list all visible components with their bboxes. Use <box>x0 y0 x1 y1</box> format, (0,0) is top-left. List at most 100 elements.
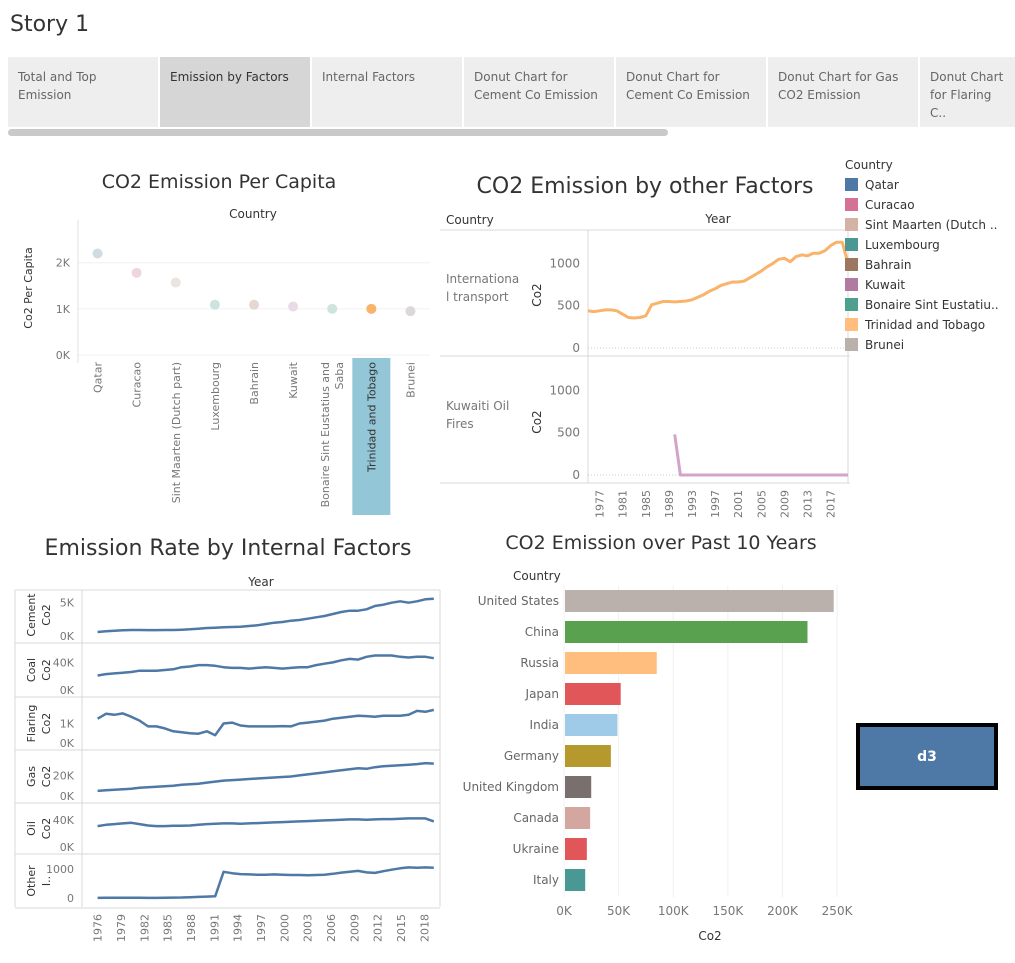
category-label: Japan <box>525 687 559 701</box>
legend-item-bahrain[interactable]: Bahrain <box>845 255 999 275</box>
x-tick-label: Curacao <box>131 362 144 408</box>
bar-canada <box>565 807 591 829</box>
x-tick-label: 1982 <box>138 914 151 942</box>
row-header: Country <box>513 569 561 583</box>
category-label: Ukraine <box>513 842 559 856</box>
legend-item-trinidad-and-tobago[interactable]: Trinidad and Tobago <box>845 315 999 335</box>
y-tick-label: 0 <box>572 341 580 355</box>
legend-label: Trinidad and Tobago <box>865 318 986 332</box>
x-tick-label: 0K <box>556 904 573 918</box>
data-point-brunei <box>405 306 416 317</box>
tab-donut-cement-1[interactable]: Donut Chart for Cement Co Emission <box>464 57 614 127</box>
category-label: Canada <box>513 811 559 825</box>
bar-japan <box>565 683 621 705</box>
y-axis-label: Co2 <box>530 410 544 433</box>
legend-label: Sint Maarten (Dutch .. <box>865 218 998 232</box>
y-tick-label: 0K <box>60 630 75 643</box>
data-point-qatar <box>92 248 103 259</box>
x-tick-label: 2018 <box>418 914 431 942</box>
chart-title: CO2 Emission over Past 10 Years <box>505 532 816 554</box>
legend-swatch <box>845 298 858 311</box>
y-axis-label: Co2 Per Capita <box>22 247 35 328</box>
legend-label: Qatar <box>865 178 899 192</box>
y-tick-label: 500 <box>557 299 580 313</box>
tab-internal-factors[interactable]: Internal Factors <box>312 57 462 127</box>
x-tick-label: 2005 <box>755 490 768 518</box>
legend-swatch <box>845 238 858 251</box>
y-tick-label: 1000 <box>46 863 74 876</box>
y-tick-label: 0K <box>60 737 75 750</box>
x-axis-label: Co2 <box>698 929 721 943</box>
tab-donut-gas[interactable]: Donut Chart for Gas CO2 Emission <box>768 57 918 127</box>
legend-title: Country <box>845 158 893 172</box>
x-tick-label: 2009 <box>348 914 361 942</box>
tab-donut-flaring[interactable]: Donut Chart for Flaring C.. <box>920 57 1015 127</box>
column-header: Year <box>704 212 730 226</box>
data-point-kuwait <box>288 301 299 312</box>
row-label: Internationa <box>446 272 519 286</box>
x-tick-label: 2012 <box>372 914 385 942</box>
legend-label: Brunei <box>865 338 905 352</box>
x-tick-label: Brunei <box>404 362 417 398</box>
data-point-luxembourg <box>209 299 220 310</box>
x-tick-label: 1997 <box>709 490 722 518</box>
legend-item-brunei[interactable]: Brunei <box>845 335 999 355</box>
column-header: Year <box>247 575 273 589</box>
x-tick-label: 2003 <box>302 914 315 942</box>
y-tick-label: 0K <box>56 349 71 362</box>
y-tick-label: 20K <box>53 769 75 782</box>
bar-united-states <box>565 590 834 612</box>
d3-button[interactable]: d3 <box>856 723 998 790</box>
tab-total-and-top-emission[interactable]: Total and Top Emission <box>8 57 158 127</box>
tab-donut-cement-2[interactable]: Donut Chart for Cement Co Emission <box>616 57 766 127</box>
legend-item-luxembourg[interactable]: Luxembourg <box>845 235 999 255</box>
y-tick-label: 1K <box>60 718 75 731</box>
chart-internal-factors: Emission Rate by Internal Factors Year Cem… <box>14 536 441 942</box>
panel-label: Co2 <box>40 766 53 787</box>
series-line-coal-co2 <box>97 654 435 677</box>
tabs-scrollbar[interactable] <box>8 129 668 136</box>
data-point-sint-maarten-dutch-part <box>170 277 181 288</box>
x-tick-label: Luxembourg <box>209 362 222 431</box>
category-label: Germany <box>504 749 559 763</box>
legend-item-bonaire-sint-eustatiu[interactable]: Bonaire Sint Eustatiu.. <box>845 295 999 315</box>
legend-item-kuwait[interactable]: Kuwait <box>845 275 999 295</box>
x-tick-label: 2009 <box>778 490 791 518</box>
legend-item-curacao[interactable]: Curacao <box>845 195 999 215</box>
legend-label: Bahrain <box>865 258 912 272</box>
bar-russia <box>565 652 657 674</box>
x-tick-label: 1979 <box>115 914 128 942</box>
x-tick-label: 1985 <box>162 914 175 942</box>
legend-item-qatar[interactable]: Qatar <box>845 175 999 195</box>
panel-label: Other <box>25 865 38 897</box>
y-tick-label: 0 <box>67 892 74 905</box>
x-tick-label: 2000 <box>278 914 291 942</box>
y-axis-label: Co2 <box>530 283 544 306</box>
y-tick-label: 40K <box>53 656 75 669</box>
panel-label: Co2 <box>40 604 53 625</box>
bar-china <box>565 621 808 643</box>
row-label: l transport <box>446 290 509 304</box>
panel-label: Co2 <box>40 818 53 839</box>
data-point-bonaire-sint-eustatius-and-saba <box>327 303 338 314</box>
data-point-bahrain <box>249 299 259 310</box>
chart-title: Emission Rate by Internal Factors <box>45 536 412 561</box>
category-label: China <box>525 625 559 639</box>
bar-india <box>565 714 618 736</box>
tab-emission-by-factors[interactable]: Emission by Factors <box>160 57 310 127</box>
x-tick-label: 2013 <box>802 490 815 518</box>
x-tick-label: 150K <box>712 904 744 918</box>
x-tick-label: Qatar <box>92 362 105 393</box>
y-tick-label: 0K <box>60 684 75 697</box>
column-header: Country <box>229 207 277 221</box>
y-tick-label: 40K <box>53 814 75 827</box>
bar-united-kingdom <box>565 776 592 798</box>
category-label: United States <box>478 594 559 608</box>
x-tick-label: 1985 <box>640 490 653 518</box>
x-tick-label: Bahrain <box>248 362 261 405</box>
legend-swatch <box>845 198 858 211</box>
legend-item-sint-maarten-dutch[interactable]: Sint Maarten (Dutch .. <box>845 215 999 235</box>
x-tick-label: 100K <box>658 904 690 918</box>
row-label: Kuwaiti Oil <box>446 399 509 413</box>
x-tick-label: 1991 <box>208 914 221 942</box>
